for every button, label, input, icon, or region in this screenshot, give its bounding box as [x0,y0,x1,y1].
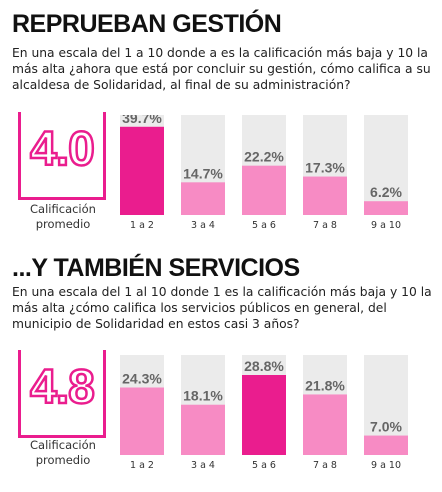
bar [303,394,347,455]
category-label: 1 a 2 [130,460,154,471]
data-label: 7.0% [370,419,402,435]
category-label: 9 a 10 [371,220,401,231]
category-label: 5 a 6 [252,460,276,471]
data-label: 28.8% [244,358,284,374]
data-label: 6.2% [370,184,402,200]
score-value: 4.0 [29,122,96,178]
category-label: 3 a 4 [191,460,215,471]
survey-question: En una escala del 1 a 10 donde a es la c… [12,46,431,92]
score-label: Calificación promedio [30,438,96,467]
data-label: 18.1% [183,388,223,404]
bar [181,404,225,455]
category-label: 5 a 6 [252,220,276,231]
data-label: 22.2% [244,149,284,165]
data-label: 39.7% [122,115,162,126]
section-title: REPRUEBAN GESTIÓN [12,10,282,38]
bar-chart-servicios: 24.3% 1 a 2 18.1% 3 a 4 28.8% 5 a 6 21.8% 7 a 8… [120,355,408,471]
section-gestion: REPRUEBAN GESTIÓN En una escala del 1 a … [12,10,431,231]
score-value: 4.8 [29,360,96,416]
score-box: 4.0 [18,112,106,200]
category-label: 1 a 2 [130,220,154,231]
data-label: 21.8% [305,377,345,393]
bar [120,387,164,455]
bar [242,165,286,215]
data-label: 17.3% [305,160,345,176]
category-label: 7 a 8 [313,220,337,231]
survey-question: En una escala del 1 al 10 donde 1 es la … [12,285,432,331]
section-servicios: ...Y TAMBIÉN SERVICIOS En una escala del… [0,250,442,492]
category-label: 3 a 4 [191,220,215,231]
data-label: 24.3% [122,371,162,387]
bar-chart-gestion: 39.7% 1 a 2 14.7% 3 a 4 22.2% 5 a 6 17.3% 7 a 8… [120,115,408,231]
bar-background [364,115,408,215]
category-label: 9 a 10 [371,460,401,471]
score-label: Calificación promedio [30,202,96,231]
bar [242,375,286,455]
category-label: 7 a 8 [313,460,337,471]
bar [303,176,347,215]
bar [181,182,225,215]
data-label: 14.7% [183,165,223,181]
section-title: ...Y TAMBIÉN SERVICIOS [12,254,300,282]
bar [364,201,408,215]
bar [364,435,408,455]
bar [120,126,164,215]
score-box: 4.8 [18,350,106,438]
